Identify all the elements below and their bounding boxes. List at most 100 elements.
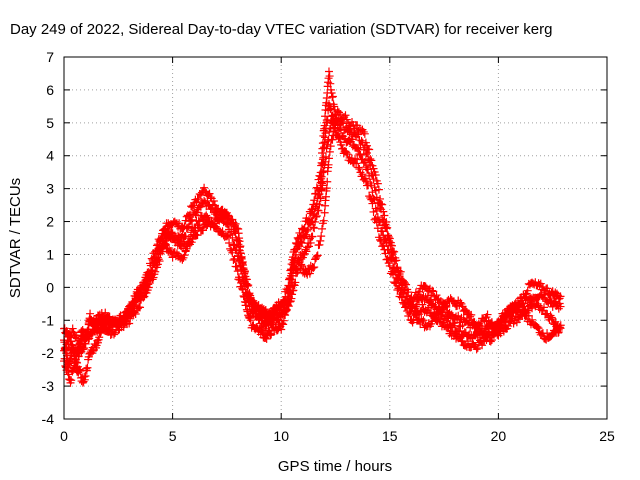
data-point — [373, 179, 382, 188]
data-point — [79, 345, 88, 354]
data-point — [335, 133, 344, 142]
y-tick-label: 1 — [46, 246, 54, 262]
data-point — [554, 328, 563, 337]
data-point — [358, 170, 367, 179]
data-point — [500, 310, 509, 319]
data-point — [296, 233, 305, 242]
data-point — [366, 155, 375, 164]
data-point — [320, 121, 329, 130]
data-point — [129, 298, 138, 307]
data-point — [337, 140, 346, 149]
data-point — [181, 246, 190, 255]
data-point — [152, 241, 161, 250]
data-point — [69, 365, 78, 374]
data-point — [178, 255, 187, 264]
data-point — [315, 240, 324, 249]
data-point — [543, 284, 552, 293]
data-point — [328, 93, 337, 102]
data-point — [466, 312, 475, 321]
data-point — [228, 248, 237, 257]
data-point — [265, 329, 274, 338]
data-point — [328, 135, 337, 144]
data-point — [359, 159, 368, 168]
data-point — [360, 129, 369, 138]
data-point — [334, 108, 343, 117]
data-point — [279, 320, 288, 329]
x-tick-label: 5 — [169, 428, 177, 444]
y-tick-label: 6 — [46, 82, 54, 98]
data-point — [262, 334, 271, 343]
data-point — [238, 257, 247, 266]
data-point — [184, 211, 193, 220]
data-point — [296, 264, 305, 273]
data-point — [331, 117, 340, 126]
data-point — [533, 323, 542, 332]
data-point — [380, 211, 389, 220]
data-point — [342, 148, 351, 157]
data-point — [302, 268, 311, 277]
data-point — [297, 231, 306, 240]
data-point — [89, 345, 98, 354]
x-tick-label: 25 — [599, 428, 615, 444]
data-point — [490, 330, 499, 339]
data-point — [82, 364, 91, 373]
y-axis-label: SDTVAR / TECUs — [7, 178, 24, 298]
data-point — [223, 231, 232, 240]
data-point — [314, 206, 323, 215]
data-point — [238, 285, 247, 294]
data-point — [238, 284, 247, 293]
data-point — [222, 232, 231, 241]
data-point — [292, 239, 301, 248]
data-point — [193, 231, 202, 240]
data-point — [277, 325, 286, 334]
data-point — [317, 158, 326, 167]
data-point — [316, 194, 325, 203]
data-point — [450, 321, 459, 330]
data-point — [194, 195, 203, 204]
data-point — [397, 281, 406, 290]
data-point — [166, 228, 175, 237]
data-point — [524, 311, 533, 320]
data-point — [316, 168, 325, 177]
data-point — [140, 277, 149, 286]
data-point — [67, 376, 76, 385]
data-point — [310, 263, 319, 272]
data-point — [428, 286, 437, 295]
data-point — [305, 215, 314, 224]
data-point — [308, 232, 317, 241]
data-point — [60, 354, 69, 363]
data-point — [246, 316, 255, 325]
data-point — [483, 310, 492, 319]
data-point — [556, 292, 565, 301]
data-point — [312, 252, 321, 261]
data-point — [497, 318, 506, 327]
data-point — [401, 286, 410, 295]
y-tick-label: 0 — [46, 279, 54, 295]
data-point — [316, 236, 325, 245]
y-tick-label: 4 — [46, 148, 54, 164]
data-point — [388, 249, 397, 258]
data-point — [487, 336, 496, 345]
data-point — [267, 330, 276, 339]
data-point — [551, 317, 560, 326]
data-point — [200, 183, 209, 192]
data-point — [383, 223, 392, 232]
data-point — [63, 362, 72, 371]
x-tick-label: 0 — [60, 428, 68, 444]
data-point — [327, 89, 336, 98]
data-point — [355, 165, 364, 174]
x-tick-label: 10 — [273, 428, 289, 444]
data-point — [365, 145, 374, 154]
data-point — [379, 241, 388, 250]
data-point — [284, 302, 293, 311]
data-point — [385, 261, 394, 270]
data-point — [306, 238, 315, 247]
data-point — [180, 222, 189, 231]
data-point — [554, 328, 563, 337]
data-point — [326, 79, 335, 88]
data-point — [287, 294, 296, 303]
x-tick-label: 15 — [382, 428, 398, 444]
data-point — [311, 217, 320, 226]
data-point — [209, 196, 218, 205]
